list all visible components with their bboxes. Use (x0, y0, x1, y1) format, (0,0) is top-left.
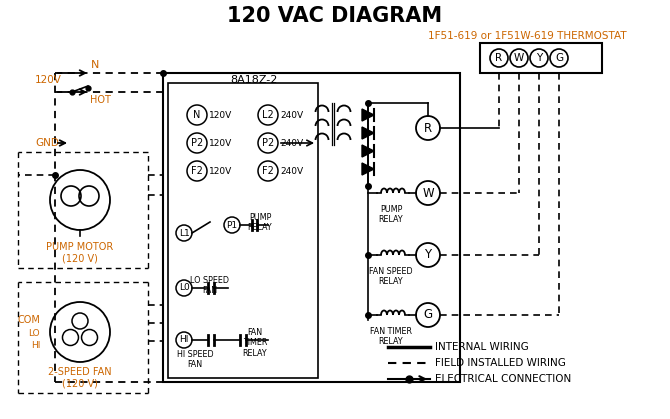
Text: 2-SPEED FAN
(120 V): 2-SPEED FAN (120 V) (48, 367, 112, 389)
Polygon shape (362, 145, 374, 157)
Text: INTERNAL WIRING: INTERNAL WIRING (435, 342, 529, 352)
Text: Y: Y (536, 53, 542, 63)
Text: R: R (424, 122, 432, 134)
Text: P1: P1 (226, 220, 238, 230)
Polygon shape (362, 109, 374, 121)
Text: HOT: HOT (90, 95, 111, 105)
Text: 240V: 240V (280, 139, 303, 147)
Text: F2: F2 (262, 166, 274, 176)
Text: G: G (555, 53, 563, 63)
Text: 240V: 240V (280, 111, 303, 119)
Bar (168, 83, 318, 378)
Text: PUMP
RELAY: PUMP RELAY (248, 213, 272, 233)
Text: LO SPEED
FAN: LO SPEED FAN (190, 276, 230, 295)
Text: COM: COM (17, 315, 40, 325)
Polygon shape (362, 163, 374, 175)
Text: 120V: 120V (209, 166, 232, 176)
Bar (480, 43, 602, 73)
Polygon shape (362, 127, 374, 139)
Text: L2: L2 (262, 110, 274, 120)
Text: FAN
TIMER
RELAY: FAN TIMER RELAY (243, 328, 267, 358)
Text: W: W (422, 186, 433, 199)
Text: N: N (194, 110, 201, 120)
Text: W: W (514, 53, 524, 63)
Text: P2: P2 (262, 138, 274, 148)
Text: PUMP
RELAY: PUMP RELAY (379, 205, 403, 225)
Text: N: N (91, 60, 99, 70)
Text: 120V: 120V (35, 75, 62, 85)
Text: 120V: 120V (209, 111, 232, 119)
Text: HI: HI (31, 341, 40, 351)
Text: HI SPEED
FAN: HI SPEED FAN (177, 350, 213, 370)
Text: PUMP MOTOR
(120 V): PUMP MOTOR (120 V) (46, 242, 114, 264)
Bar (163, 73, 460, 382)
Text: FAN TIMER
RELAY: FAN TIMER RELAY (370, 327, 412, 347)
Text: 8A18Z-2: 8A18Z-2 (230, 75, 277, 85)
Text: 240V: 240V (280, 166, 303, 176)
Text: FIELD INSTALLED WIRING: FIELD INSTALLED WIRING (435, 358, 566, 368)
Text: FAN SPEED
RELAY: FAN SPEED RELAY (369, 267, 413, 287)
Text: Y: Y (424, 248, 431, 261)
Text: GND: GND (35, 138, 59, 148)
Text: F2: F2 (191, 166, 203, 176)
Text: 120V: 120V (209, 139, 232, 147)
Text: L0: L0 (179, 284, 190, 292)
Text: LO: LO (28, 328, 40, 337)
Text: ELECTRICAL CONNECTION: ELECTRICAL CONNECTION (435, 374, 572, 384)
Text: HI: HI (180, 336, 189, 344)
Text: 120 VAC DIAGRAM: 120 VAC DIAGRAM (227, 6, 443, 26)
Text: 1F51-619 or 1F51W-619 THERMOSTAT: 1F51-619 or 1F51W-619 THERMOSTAT (427, 31, 626, 41)
Text: R: R (495, 53, 502, 63)
Text: L1: L1 (179, 228, 190, 238)
Text: G: G (423, 308, 433, 321)
Text: P2: P2 (191, 138, 203, 148)
